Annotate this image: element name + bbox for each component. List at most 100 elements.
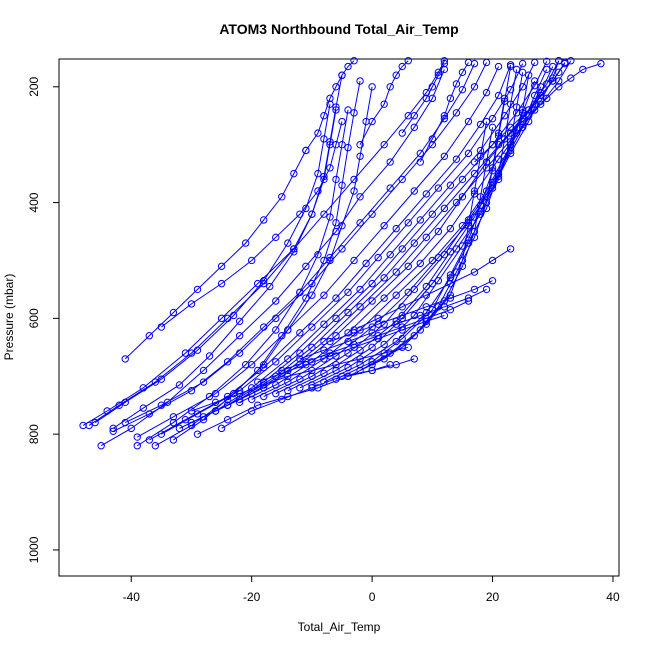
data-point [314, 187, 322, 195]
data-point [284, 387, 292, 395]
series-line [124, 150, 307, 360]
data-point [404, 219, 412, 227]
data-point [187, 300, 196, 308]
data-point [482, 285, 491, 294]
data-point [217, 279, 226, 288]
data-point [470, 227, 479, 236]
data-point [356, 285, 364, 294]
data-point [494, 169, 503, 178]
data-point [296, 210, 304, 218]
data-point [260, 277, 268, 285]
series-line [359, 127, 494, 371]
data-point [488, 140, 497, 149]
x-axis-label: Total_Air_Temp [298, 620, 381, 634]
data-point [440, 112, 449, 120]
data-point [290, 248, 298, 256]
data-point [169, 308, 178, 317]
data-point [434, 71, 443, 79]
data-point [133, 433, 141, 441]
data-point [284, 355, 292, 363]
data-point [314, 129, 322, 137]
data-point [398, 62, 406, 71]
data-point [338, 117, 346, 126]
data-point [506, 100, 515, 108]
series-line [371, 121, 488, 366]
data-point [410, 112, 418, 120]
data-point [380, 340, 388, 349]
series-37 [470, 59, 569, 166]
data-point [368, 329, 376, 337]
data-point [494, 62, 503, 71]
data-point [482, 198, 491, 207]
data-point [302, 358, 310, 366]
series-24 [85, 106, 340, 430]
data-point [440, 250, 449, 259]
data-point [476, 152, 485, 160]
data-point [199, 415, 208, 424]
series-29 [109, 71, 346, 433]
data-point [446, 271, 455, 279]
data-point [416, 259, 424, 268]
data-point [470, 233, 479, 242]
data-point [555, 68, 563, 77]
data-point [302, 204, 310, 213]
data-point [91, 418, 99, 427]
data-point [235, 398, 244, 407]
data-point [398, 245, 406, 253]
data-point [284, 372, 292, 380]
x-tick-label: 20 [486, 590, 500, 604]
data-point [241, 239, 250, 247]
data-point [356, 219, 364, 227]
data-point [434, 184, 443, 192]
data-point [332, 219, 340, 227]
data-point [296, 329, 304, 337]
data-point [254, 366, 262, 375]
data-point [350, 326, 358, 334]
data-point [518, 68, 527, 77]
data-point [254, 378, 262, 386]
data-point [398, 334, 406, 343]
data-point [452, 155, 461, 163]
data-point [506, 129, 515, 137]
data-point [488, 164, 497, 172]
data-point [344, 62, 352, 71]
data-point [229, 311, 238, 320]
data-point [374, 314, 382, 323]
data-point [272, 297, 280, 305]
x-tick-label: 40 [606, 590, 620, 604]
data-point [482, 88, 491, 97]
data-point [314, 384, 322, 392]
data-point [549, 77, 557, 85]
data-point [193, 346, 202, 354]
data-point [350, 57, 358, 65]
data-point [193, 430, 202, 438]
data-point [555, 83, 563, 91]
data-point [260, 216, 268, 224]
data-point [464, 58, 473, 67]
data-point [308, 366, 316, 375]
data-point [121, 398, 129, 407]
y-tick-label: 800 [27, 424, 41, 444]
data-point [446, 224, 455, 233]
data-point [398, 175, 406, 184]
data-point [458, 256, 467, 265]
data-point [272, 233, 280, 242]
data-point [543, 65, 551, 74]
data-point [524, 106, 533, 114]
data-point [302, 146, 310, 155]
data-point [428, 210, 437, 218]
series-line [137, 66, 500, 438]
x-axis: -40 -20 0 20 40 [123, 575, 620, 604]
data-point [374, 320, 382, 328]
data-point [314, 250, 322, 259]
data-point [416, 149, 424, 158]
data-point [386, 250, 394, 259]
series-12 [235, 57, 563, 407]
data-point [332, 360, 340, 369]
data-point [308, 291, 316, 299]
data-point [458, 85, 467, 94]
data-point [314, 169, 322, 178]
data-point [410, 239, 418, 247]
data-point [272, 358, 280, 366]
data-point [392, 71, 400, 79]
